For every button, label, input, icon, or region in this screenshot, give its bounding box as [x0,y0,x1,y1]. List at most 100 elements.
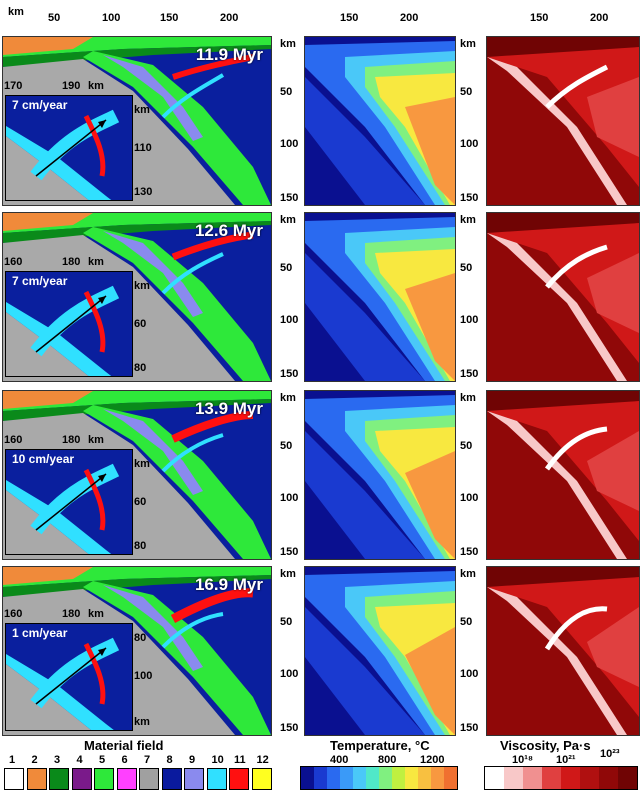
visc-axis-tick-150: 150 [530,12,549,24]
depth-tick: 100 [280,314,299,326]
material-swatch-8 [161,768,182,790]
depth-unit: km [280,392,296,404]
model-age-label: 13.9 Myr [194,399,263,418]
inset-y-tick: 100 [134,670,153,682]
top-axis-tick-50: 50 [48,12,61,24]
temp-tick-1200: 1200 [420,754,445,766]
depth-tick-right: 150 [460,546,479,558]
depth-unit-right: km [460,392,476,404]
depth-tick: 50 [280,440,293,452]
inset-drawing [6,272,132,376]
visc-axis-tick-200: 200 [590,12,609,24]
inset-y-tick: km [134,458,150,470]
temperature-legend-title: Temperature, °C [330,738,430,753]
inset-y-tick: 80 [134,362,147,374]
inset-x-tick: km [88,434,104,446]
material-swatch-5 [94,768,114,790]
depth-tick: 50 [280,616,293,628]
material-swatch-11 [229,768,249,790]
material-swatch-7 [139,768,159,790]
inset-x-tick: km [88,608,104,620]
inset-drawing [6,96,132,200]
viscosity-panel [486,36,640,206]
material-number-3: 3 [54,754,61,766]
inset-y-tick: km [134,280,150,292]
viscosity-legend-title: Viscosity, Pa·s [500,738,591,753]
depth-tick-right: 150 [460,722,479,734]
viscosity-field-drawing [487,567,639,735]
depth-tick: 150 [280,546,299,558]
viscosity-panel [486,566,640,736]
inset-drawing [6,450,132,554]
depth-unit-right: km [460,38,476,50]
plate-speed-label: 7 cm/year [12,98,68,112]
inset-y-tick: 80 [134,632,147,644]
depth-tick: 100 [280,492,299,504]
inset-y-tick: 60 [134,318,147,330]
material-number-1: 1 [9,754,16,766]
material-number-9: 9 [189,754,196,766]
depth-unit-right: km [460,568,476,580]
inset-x-tick: km [88,80,104,92]
top-axis-tick-100: 100 [102,12,121,24]
zoom-inset: 1 cm/year [5,623,133,731]
plate-speed-label: 10 cm/year [12,452,75,466]
inset-x-tick: 180 [62,434,81,446]
visc-tick-18: 10¹⁸ [512,754,534,766]
top-axis-tick-200: 200 [220,12,239,24]
zoom-inset: 7 cm/year [5,95,133,201]
viscosity-field-drawing [487,213,639,381]
depth-tick: 100 [280,668,299,680]
viscosity-panel [486,212,640,382]
inset-drawing [6,624,132,730]
material-panel: 12.6 Myr 7 cm/year [2,212,272,382]
inset-x-tick: 160 [4,256,23,268]
depth-unit: km [280,568,296,580]
depth-tick-right: 50 [460,440,473,452]
depth-tick: 150 [280,368,299,380]
inset-x-tick: 180 [62,256,81,268]
depth-tick: 150 [280,192,299,204]
temp-tick-400: 400 [330,754,349,766]
inset-x-tick: 170 [4,80,23,92]
zoom-inset: 7 cm/year [5,271,133,377]
inset-x-tick: 160 [4,608,23,620]
temp-tick-800: 800 [378,754,397,766]
depth-tick: 100 [280,138,299,150]
temperature-panel [304,212,456,382]
zoom-inset: 10 cm/year [5,449,133,555]
material-number-11: 11 [234,754,246,766]
temperature-colorbar [300,766,458,790]
material-number-12: 12 [256,754,269,766]
inset-x-tick: 160 [4,434,23,446]
top-axis-unit: km [8,6,24,18]
plate-speed-label: 1 cm/year [12,626,68,640]
inset-y-tick: 130 [134,186,153,198]
viscosity-field-drawing [487,391,639,559]
material-number-2: 2 [31,754,38,766]
inset-y-tick: 80 [134,540,147,552]
material-swatch-4 [71,768,92,790]
material-panel: 11.9 Myr 7 cm/year [2,36,272,206]
material-legend-title: Material field [84,738,164,753]
depth-tick: 50 [280,86,293,98]
temperature-panel [304,36,456,206]
inset-x-tick: 190 [62,80,81,92]
viscosity-panel [486,390,640,560]
visc-tick-21: 10²¹ [556,754,576,766]
viscosity-colorbar [484,766,638,790]
material-panel: 16.9 Myr 1 cm/year [2,566,272,736]
material-number-4: 4 [76,754,83,766]
material-swatch-12 [251,768,272,790]
temperature-field-drawing [305,391,455,559]
inset-x-tick: km [88,256,104,268]
depth-tick: 150 [280,722,299,734]
material-number-8: 8 [166,754,173,766]
depth-tick-right: 50 [460,616,473,628]
depth-unit: km [280,214,296,226]
depth-tick-right: 100 [460,668,479,680]
model-age-label: 16.9 Myr [194,575,263,594]
material-swatch-3 [49,768,69,790]
inset-x-tick: 180 [62,608,81,620]
model-age-label: 11.9 Myr [195,45,263,64]
